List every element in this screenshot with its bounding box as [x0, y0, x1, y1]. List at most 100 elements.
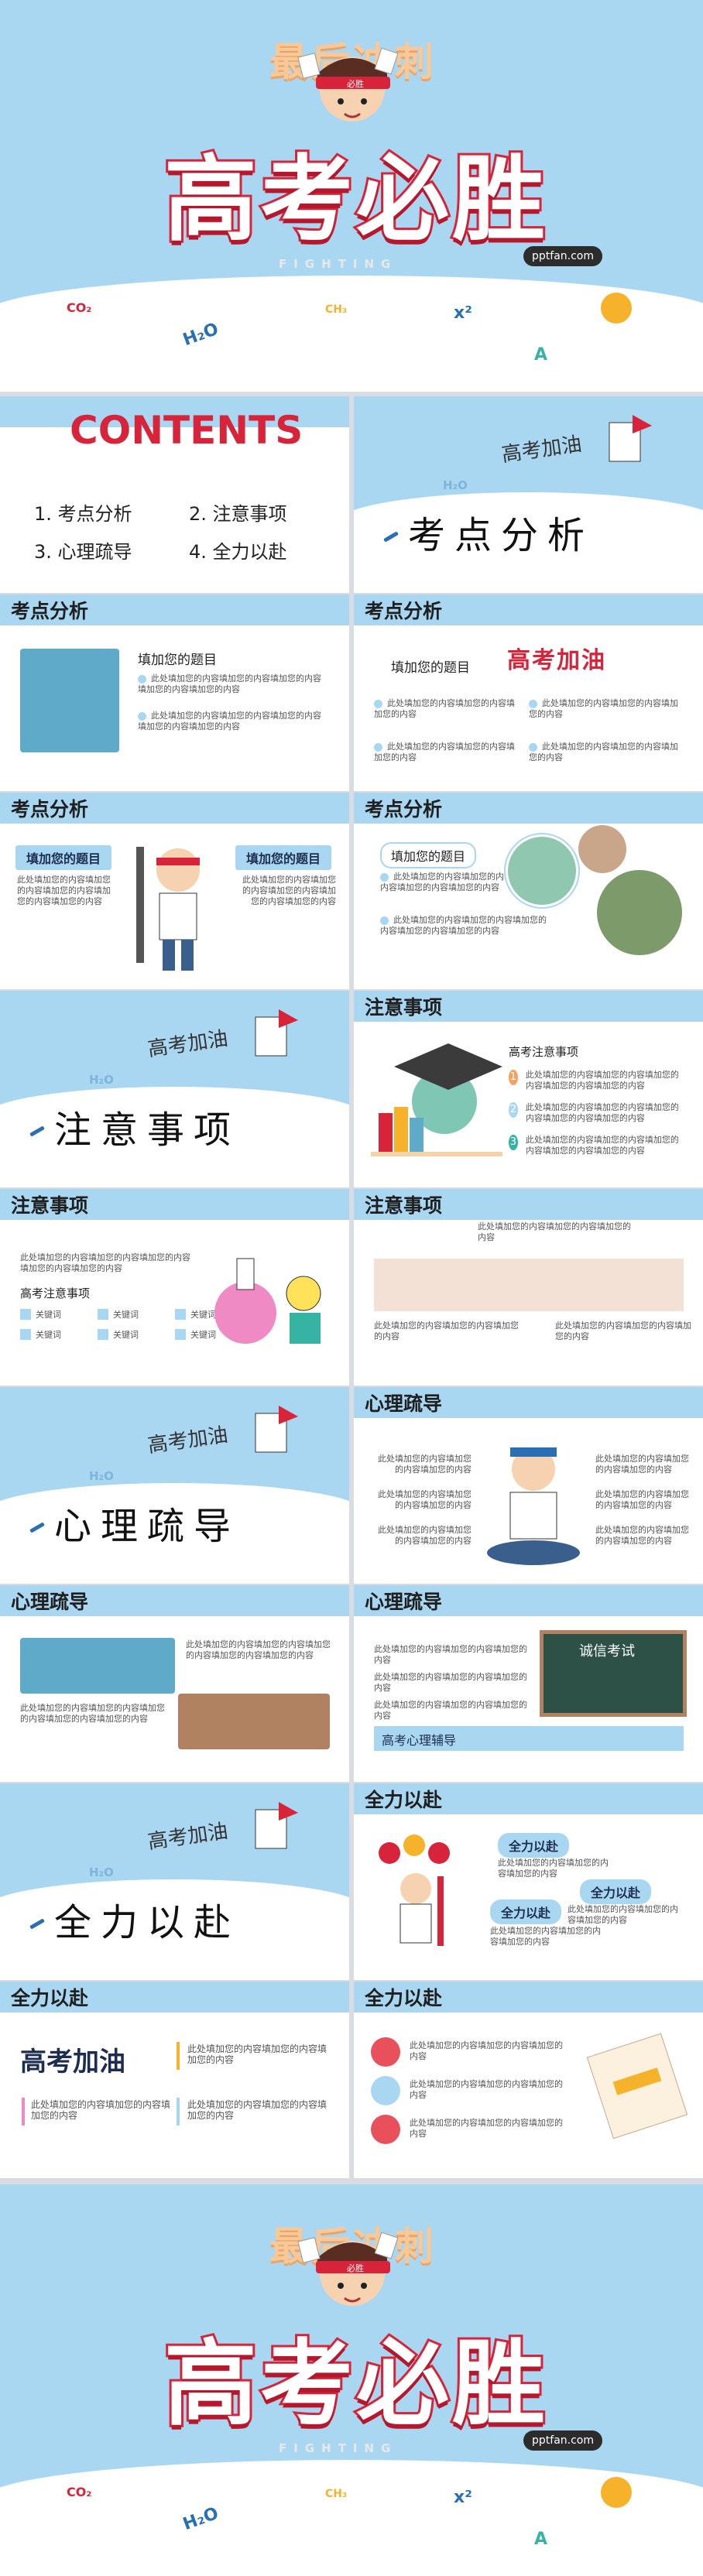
chem-label: H₂O — [89, 1469, 114, 1483]
cheering-illustration — [379, 1834, 450, 1946]
item-text: 此处填加您的内容填加您的内容填加您的内容 — [378, 1454, 472, 1475]
chem-label: A — [534, 2530, 548, 2549]
item-text: 此处填加您的内容填加您的内容填加您的内容 — [374, 1321, 519, 1341]
item-text: 此处填加您的内容填加您的内容填加您的内容 — [410, 2079, 563, 2100]
keyword-item: 关键词 — [98, 1328, 175, 1341]
svg-text:高考加油: 高考加油 — [147, 1423, 229, 1458]
bullet-dot — [138, 674, 146, 683]
chem-label: CO₂ — [67, 300, 92, 315]
doodle-illustration: 高考加油 — [147, 1802, 298, 1854]
content-slide: 注意事项 此处填加您的内容填加您的内容填加您的内容填加您的内容填加您的内容 高考… — [0, 1189, 349, 1386]
gaokao-art-text: 高考加油 — [507, 647, 606, 674]
item-text: 此处填加您的内容填加您的内容填加您的内容填加您的内容填加您的内容 — [186, 1639, 331, 1660]
slide-header: 全力以赴 — [354, 1982, 703, 2012]
section-slide: 高考加油 H₂O 心理疏导 — [0, 1387, 349, 1584]
headband-text: 必胜 — [347, 78, 364, 89]
keyword-item: 关键词 — [20, 1328, 98, 1341]
chem-label: CO₂ — [67, 2485, 92, 2499]
lightbulb-icon — [601, 293, 632, 324]
scroll-illustration — [586, 2033, 688, 2139]
chalkboard: 诚信考试 — [540, 1630, 687, 1717]
keyword-item: 关键词 — [98, 1308, 175, 1321]
accent-bar — [177, 2098, 180, 2126]
study-illustration — [20, 649, 119, 752]
cover-slide-top: 最后冲刺 必胜 高考必胜 FIGHTING pptfan.com CO₂ H₂O… — [0, 0, 703, 392]
contents-item[interactable]: 2. 注意事项 — [189, 503, 287, 525]
classroom-scene — [374, 1259, 684, 1311]
gaokao-art-text: 高考加油 — [20, 2047, 125, 2078]
item-text: 此处填加您的内容填加您的内容填加您的内容 — [374, 1672, 527, 1693]
student-illustration — [136, 847, 200, 971]
item-text: 此处填加您的内容填加您的内容填加您的内容 — [595, 1454, 689, 1475]
number-badge: 2 — [509, 1102, 518, 1118]
stressed-student-illustration — [487, 1447, 580, 1565]
contents-title: CONTENTS — [70, 408, 303, 453]
section-title: 心理疏导 — [54, 1505, 241, 1548]
item-title: 填加您的题目 — [138, 653, 217, 668]
contents-item[interactable]: 1. 考点分析 — [34, 503, 132, 525]
item-text: 此处填加您的内容填加您的内容填加您的内容填加您的内容填加您的内容 — [17, 875, 111, 906]
section-title: 全力以赴 — [54, 1901, 241, 1944]
item-text: 此处填加您的内容填加您的内容填加您的内容填加您的内容填加您的内容 — [20, 1252, 190, 1273]
item-title: 填加您的题目 — [15, 845, 112, 870]
item-text: 此处填加您的内容填加您的内容填加您的内容 — [374, 698, 515, 719]
item-text: 此处填加您的内容填加您的内容填加您的内容填加您的内容填加您的内容 — [525, 1102, 679, 1123]
content-slide: 考点分析 填加您的题目 此处填加您的内容填加您的内容填加您的内容填加您的内容填加… — [354, 793, 703, 989]
item-text: 此处填加您的内容填加您的内容填加您的内容 — [31, 2099, 171, 2121]
cover-subtitle: FIGHTING — [279, 257, 398, 271]
slide-header: 考点分析 — [354, 594, 703, 625]
section-slide: 高考加油 H₂O 考点分析 — [354, 396, 703, 593]
accent-bar — [177, 2042, 180, 2070]
item-text: 此处填加您的内容填加您的内容填加您的内容 — [529, 742, 678, 762]
bullet-dot — [529, 742, 537, 752]
slide-header: 考点分析 — [354, 793, 703, 824]
cover-title: 高考必胜 — [162, 144, 548, 256]
contents-item[interactable]: 3. 心理疏导 — [34, 541, 132, 563]
chem-label: H₂O — [89, 1073, 114, 1087]
svg-text:高考加油: 高考加油 — [147, 1820, 229, 1854]
item-text: 此处填加您的内容填加您的内容填加您的内容 — [378, 1525, 472, 1546]
top-band — [0, 396, 349, 427]
slide-header: 注意事项 — [354, 1189, 703, 1220]
section-slide: 高考加油 H₂O 全力以赴 — [0, 1783, 349, 1980]
bullet-dot — [529, 699, 537, 708]
classroom-photo — [178, 1694, 330, 1749]
photo-circle — [578, 825, 626, 873]
contents-item[interactable]: 4. 全力以赴 — [189, 541, 287, 563]
chem-label: x² — [454, 303, 472, 323]
number-badge: 3 — [509, 1135, 518, 1150]
cloud-band — [0, 1483, 349, 1584]
cloud-band — [0, 276, 703, 392]
keyword-item: 关键词 — [175, 1308, 252, 1321]
keyword-item: 关键词 — [175, 1328, 252, 1341]
item-text: 此处填加您的内容填加您的内容填加您的内容 — [374, 742, 515, 762]
flask-illustration — [214, 1258, 321, 1344]
chem-label: A — [534, 345, 548, 365]
list-item: 3 此处填加您的内容填加您的内容填加您的内容填加您的内容填加您的内容 — [509, 1135, 687, 1156]
bullet-dot — [380, 872, 389, 882]
content-slide: 考点分析 填加您的题目 高考加油 此处填加您的内容填加您的内容填加您的内容 此处… — [354, 594, 703, 791]
slide-header: 注意事项 — [354, 991, 703, 1022]
contents-slide: CONTENTS 1. 考点分析 2. 注意事项 3. 心理疏导 4. 全力以赴 — [0, 396, 349, 593]
content-slide: 考点分析 填加您的题目 此处填加您的内容填加您的内容填加您的内容填加您的内容填加… — [0, 594, 349, 791]
item-text: 此处填加您的内容填加您的内容填加您的内容 — [498, 1858, 609, 1879]
section-title: 考点分析 — [408, 514, 595, 557]
content-slide: 心理疏导 此处填加您的内容填加您的内容填加您的内容填加您的内容填加您的内容 此处… — [0, 1585, 349, 1782]
item-text: 此处填加您的内容填加您的内容填加您的内容 — [595, 1525, 689, 1546]
bullet-dot — [374, 742, 382, 752]
item-text: 此处填加您的内容填加您的内容填加您的内容 — [555, 1321, 691, 1341]
content-slide: 全力以赴 全力以赴 此处填加您的内容填加您的内容填加您的内容 全力以赴 全力以赴… — [354, 1783, 703, 1980]
lightbulb-icon — [601, 2477, 632, 2508]
item-title: 填加您的题目 — [391, 660, 470, 676]
item-text: 此处填加您的内容填加您的内容填加您的内容填加您的内容填加您的内容 — [380, 915, 547, 936]
item-title: 高考注意事项 — [20, 1286, 91, 1300]
item-text: 此处填加您的内容填加您的内容填加您的内容 — [410, 2040, 563, 2061]
slide-header: 考点分析 — [0, 594, 349, 625]
item-text: 此处填加您的内容填加您的内容填加您的内容 — [187, 2043, 327, 2065]
books-globe-illustration — [371, 1043, 502, 1156]
bullet-dot — [138, 711, 146, 721]
mascot-illustration: 必胜 — [297, 47, 399, 122]
cover-slide-bottom: 最后冲刺 必胜 高考必胜 FIGHTING pptfan.com CO₂ H₂O… — [0, 2184, 703, 2576]
item-text: 此处填加您的内容填加您的内容填加您的内容填加您的内容填加您的内容 — [525, 1070, 679, 1091]
